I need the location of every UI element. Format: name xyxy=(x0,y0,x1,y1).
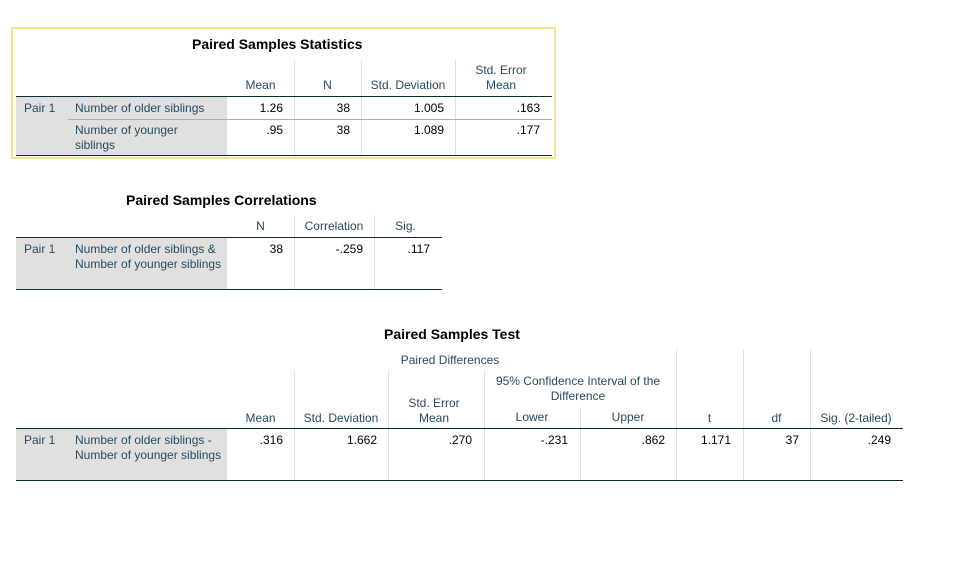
stats-cell-std-error-mean: .177 xyxy=(516,123,540,137)
test-header-std-error-mean: Std. Error Mean xyxy=(408,396,460,425)
stats-header-rule xyxy=(16,96,552,97)
test-header-confidence-interval: 95% Confidence Interval of the Differenc… xyxy=(495,374,661,403)
stats-row-separator xyxy=(68,119,552,120)
corr-cell-n: 38 xyxy=(269,242,283,256)
test-table-title: Paired Samples Test xyxy=(384,326,520,342)
stats-row-label-cell xyxy=(16,97,227,155)
corr-col-divider xyxy=(294,215,295,289)
stats-cell-mean: .95 xyxy=(266,123,283,137)
corr-bottom-rule xyxy=(16,289,442,290)
test-col-divider xyxy=(743,349,744,480)
corr-row-label-cell xyxy=(16,238,227,289)
corr-col-divider xyxy=(374,215,375,289)
stats-header-mean: Mean xyxy=(245,78,276,92)
corr-header-sig: Sig. xyxy=(395,219,416,233)
test-col-divider xyxy=(676,349,677,480)
test-col-divider xyxy=(484,371,485,480)
stats-col-divider xyxy=(455,60,456,155)
corr-pair-label: Pair 1 xyxy=(24,242,56,256)
test-header-mean: Mean xyxy=(245,411,276,425)
corr-header-rule xyxy=(16,237,442,238)
test-cell-df: 37 xyxy=(785,433,799,447)
stats-cell-std-deviation: 1.005 xyxy=(413,101,444,115)
stats-header-std-error-mean: Std. Error Mean xyxy=(475,63,527,92)
test-row-label-cell xyxy=(16,429,227,480)
test-header-lower: Lower xyxy=(515,410,549,424)
test-cell-sig-2-tailed: .249 xyxy=(867,433,891,447)
stats-header-n: N xyxy=(323,78,332,92)
stats-table-title: Paired Samples Statistics xyxy=(192,36,363,52)
test-bottom-rule xyxy=(16,480,903,481)
corr-header-n: N xyxy=(256,219,265,233)
stats-cell-std-deviation: 1.089 xyxy=(413,123,444,137)
test-header-sig-2-tailed: Sig. (2-tailed) xyxy=(820,411,892,425)
stats-cell-n: 38 xyxy=(336,123,350,137)
stats-col-divider xyxy=(294,60,295,155)
test-header-df: df xyxy=(771,411,782,425)
test-header-upper: Upper xyxy=(611,410,645,424)
test-cell-lower: -.231 xyxy=(540,433,568,447)
stats-row-label: Number of younger siblings xyxy=(75,123,178,152)
test-header-t: t xyxy=(707,411,712,425)
test-col-divider xyxy=(388,371,389,480)
corr-cell-sig: .117 xyxy=(407,242,430,256)
test-cell-std-deviation: 1.662 xyxy=(346,433,377,447)
test-col-divider xyxy=(810,349,811,480)
test-cell-mean: .316 xyxy=(259,433,283,447)
test-cell-t: 1.171 xyxy=(700,433,731,447)
test-col-divider xyxy=(294,371,295,480)
stats-col-divider xyxy=(361,60,362,155)
stats-row-label: Number of older siblings xyxy=(75,101,205,115)
stats-bottom-rule xyxy=(16,155,552,156)
corr-header-correlation: Correlation xyxy=(304,219,364,233)
test-header-paired-differences: Paired Differences xyxy=(400,353,500,367)
selected-table-frame[interactable] xyxy=(11,27,556,159)
test-cell-std-error-mean: .270 xyxy=(448,433,472,447)
corr-row-label: Number of older siblings & Number of you… xyxy=(75,242,222,271)
test-header-std-deviation: Std. Deviation xyxy=(303,411,379,425)
test-cell-upper: .862 xyxy=(641,433,665,447)
corr-cell-correlation: -.259 xyxy=(335,242,363,256)
test-header-rule xyxy=(16,428,903,429)
stats-cell-std-error-mean: .163 xyxy=(516,101,540,115)
stats-pair-label: Pair 1 xyxy=(24,101,56,115)
test-row-label: Number of older siblings - Number of you… xyxy=(75,433,222,462)
test-pair-label: Pair 1 xyxy=(24,433,56,447)
stats-cell-n: 38 xyxy=(336,101,350,115)
stats-header-std-deviation: Std. Deviation xyxy=(370,78,446,92)
test-col-divider xyxy=(580,407,581,480)
stats-cell-mean: 1.26 xyxy=(259,101,283,115)
corr-table-title: Paired Samples Correlations xyxy=(126,192,317,208)
